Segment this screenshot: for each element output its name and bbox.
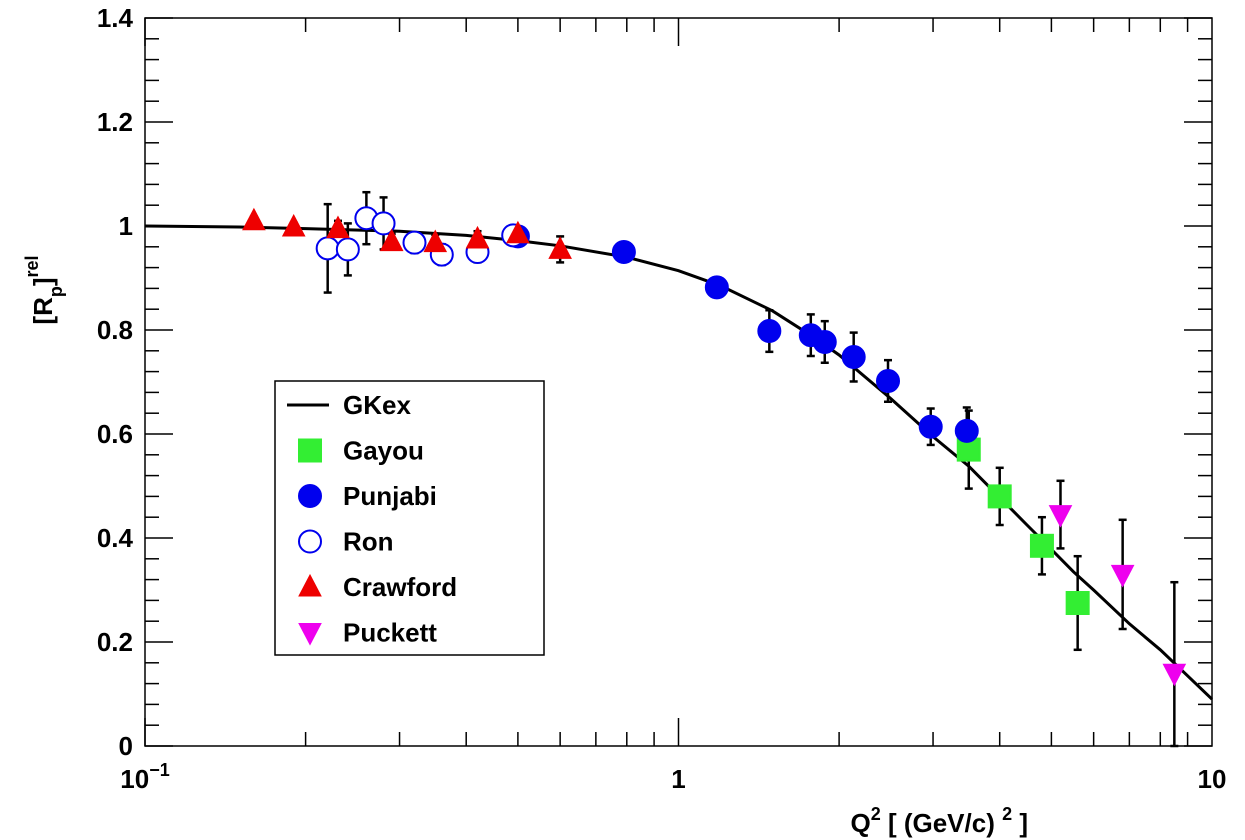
data-point-punjabi xyxy=(876,368,901,393)
data-point-punjabi xyxy=(954,418,979,443)
legend-marker-crawford xyxy=(298,573,322,597)
y-tick-label: 0 xyxy=(119,731,133,761)
y-tick-label: 0.2 xyxy=(97,627,133,657)
data-point-crawford xyxy=(281,213,306,237)
data-point-punjabi xyxy=(757,319,782,344)
y-tick-label: 1.4 xyxy=(97,3,134,33)
data-point-puckett xyxy=(1048,505,1073,528)
legend-label-punjabi: Punjabi xyxy=(343,481,437,511)
data-point-gayou xyxy=(1029,533,1054,558)
legend: GKex Gayou Punjabi Ron Crawford Puckett xyxy=(274,380,545,656)
data-point-ron xyxy=(315,236,340,261)
y-tick-label: 0.8 xyxy=(97,315,133,345)
y-tick-label: 0.6 xyxy=(97,419,133,449)
data-point-puckett xyxy=(1110,564,1135,588)
data-point-ron xyxy=(335,237,360,262)
data-point-crawford xyxy=(548,236,572,259)
data-point-punjabi xyxy=(841,345,866,370)
plot-area xyxy=(144,190,1214,748)
x-axis-title: Q2 [ (GeV/c) 2 ] xyxy=(850,804,1028,838)
data-point-punjabi xyxy=(812,329,837,354)
data-point-crawford xyxy=(326,215,350,239)
legend-marker-puckett xyxy=(298,623,322,646)
axes: 0 0.2 0.4 0.6 0.8 1 1.2 1.4 10−1 1 10 Q2 [ (GeV/c) … xyxy=(22,3,1226,838)
y-axis-title: [Rp]rel xyxy=(22,255,66,324)
data-point-ron xyxy=(402,230,427,255)
legend-label-crawford: Crawford xyxy=(343,572,457,602)
x-tick-label: 10−1 xyxy=(120,760,169,794)
legend-box xyxy=(274,380,545,656)
legend-label-puckett: Puckett xyxy=(343,618,437,648)
fit-curve-line xyxy=(144,224,1214,701)
data-point-crawford xyxy=(506,220,530,244)
legend-label-gayou: Gayou xyxy=(343,436,424,466)
data-point-crawford xyxy=(423,229,448,253)
x-tick-label: 1 xyxy=(671,764,685,794)
data-point-crawford xyxy=(465,225,490,249)
data-point-punjabi xyxy=(918,414,943,439)
data-point-punjabi xyxy=(704,275,729,300)
legend-label-ron: Ron xyxy=(343,527,394,557)
data-point-gayou xyxy=(1065,591,1090,615)
legend-label-gkex: GKex xyxy=(343,390,411,420)
legend-marker-punjabi xyxy=(298,484,322,508)
y-tick-label: 1.2 xyxy=(97,107,133,137)
y-tick-label: 1 xyxy=(119,211,133,241)
y-tick-label: 0.4 xyxy=(97,523,134,553)
data-point-crawford xyxy=(379,228,404,252)
data-point-crawford xyxy=(242,207,266,231)
legend-marker-ron xyxy=(298,529,322,554)
data-point-gayou xyxy=(987,484,1012,509)
x-tick-label: 10 xyxy=(1198,764,1227,794)
data-point-ron xyxy=(371,211,396,236)
data-point-punjabi xyxy=(611,240,636,264)
legend-marker-gayou xyxy=(298,438,322,463)
data-point-puckett xyxy=(1162,663,1187,687)
